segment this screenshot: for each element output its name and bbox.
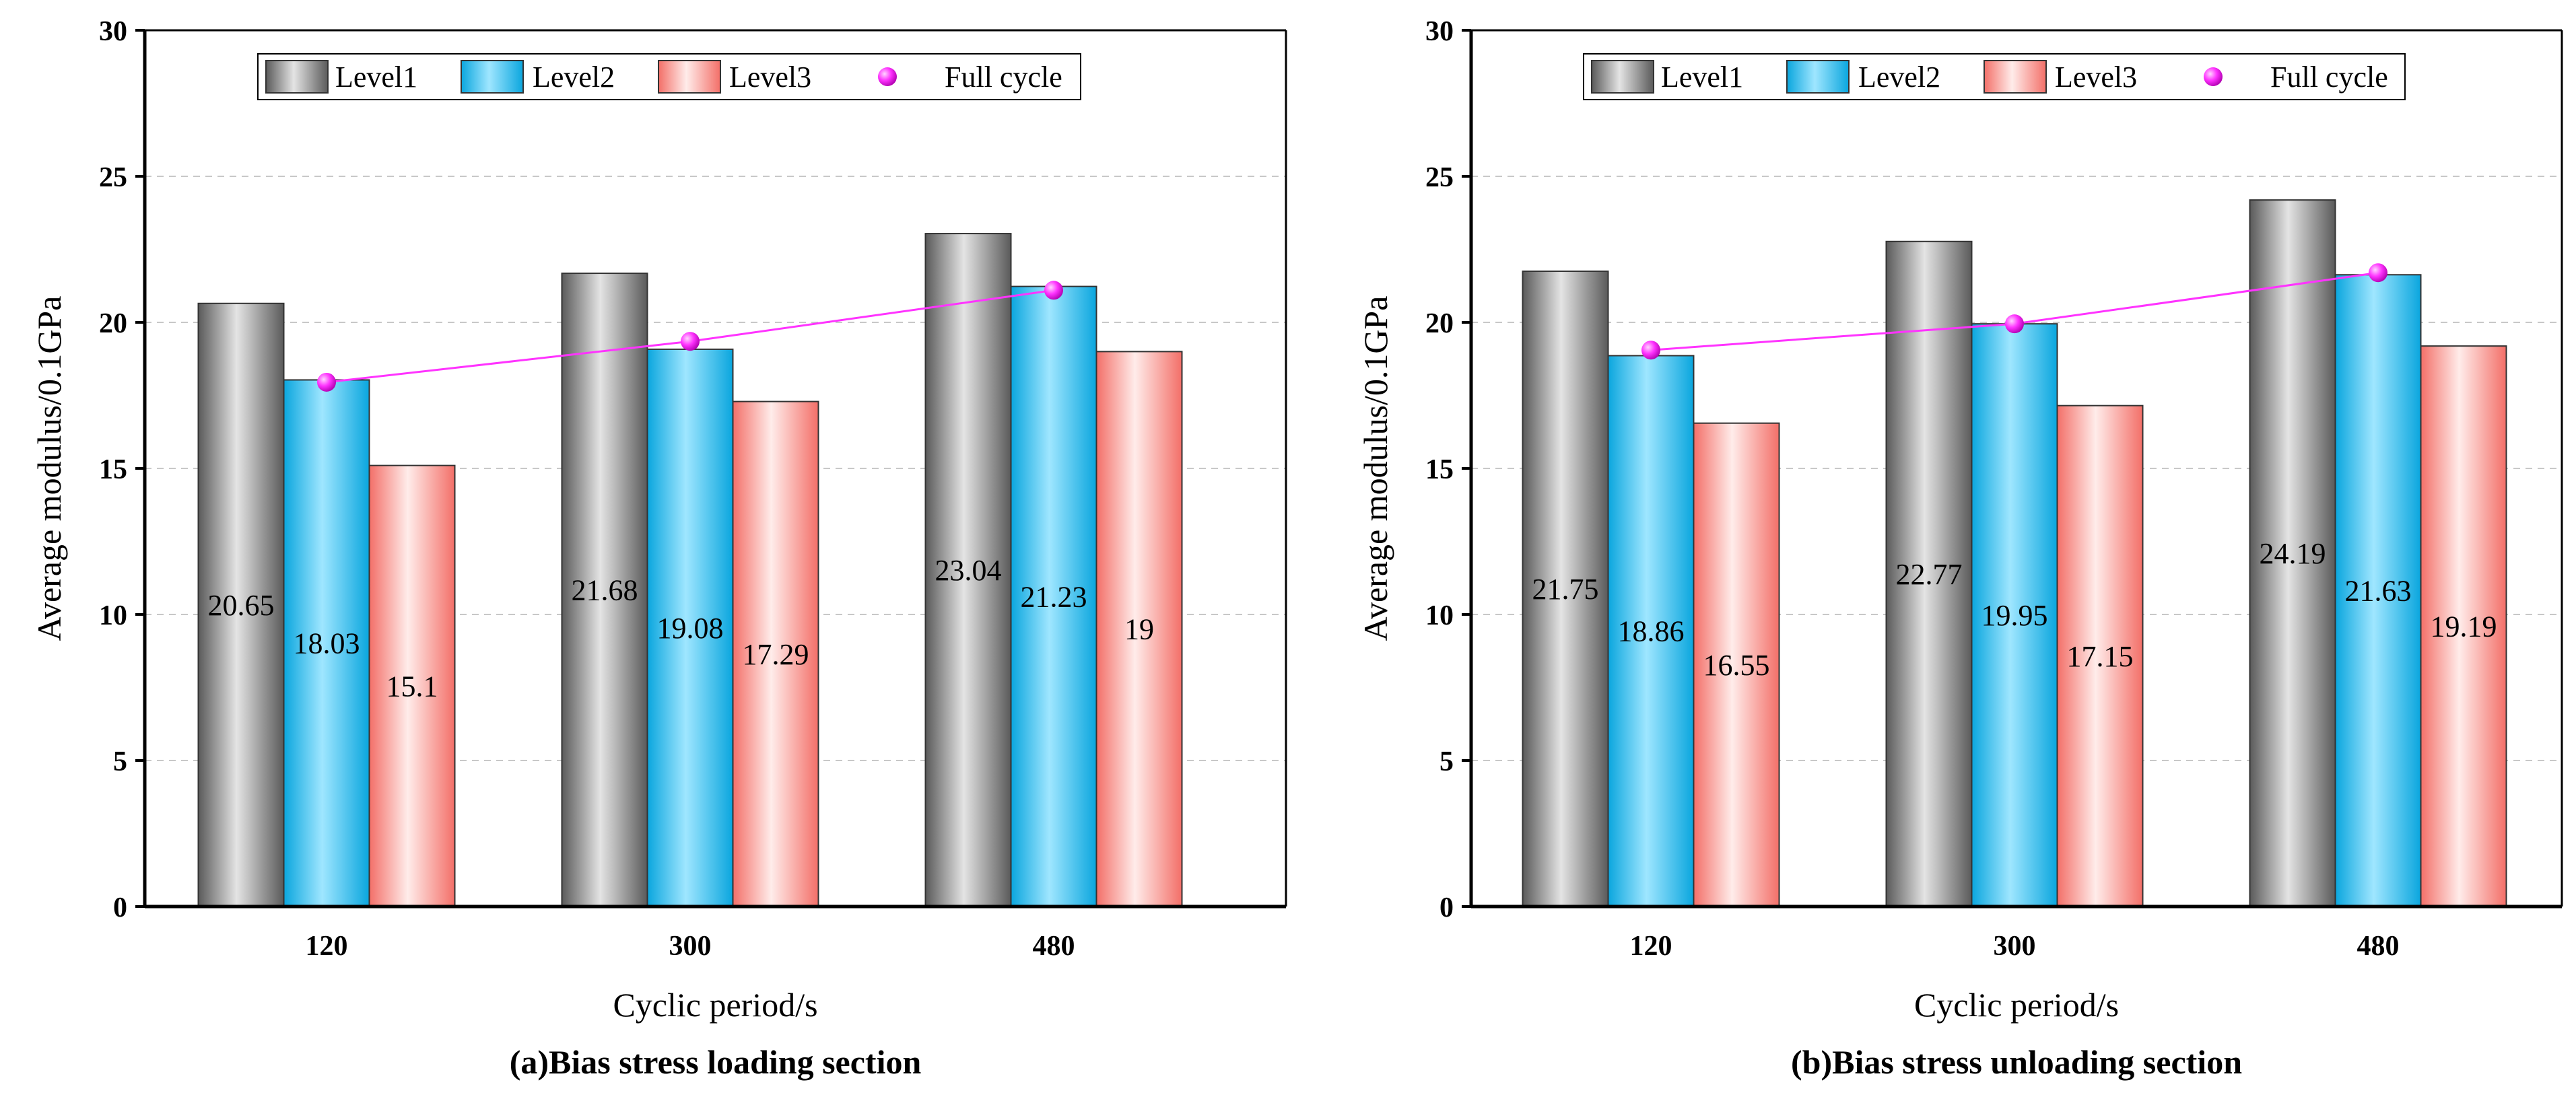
chart-panel-loading: 0 5 10 15 20 25 30 20.65 21.68 23.04 18.03 19.08 21.… (30, 16, 1287, 1081)
y-axis-label: Average modulus/0.1GPa (30, 296, 68, 641)
y-tick-label: 20 (99, 308, 127, 339)
legend-swatch-full-cycle (2204, 67, 2223, 86)
y-tick-label: 5 (113, 746, 127, 777)
legend-label: Level1 (1661, 61, 1743, 94)
legend-label: Full cycle (945, 61, 1062, 94)
legend-label: Level3 (729, 61, 811, 94)
bar-level2 (2334, 274, 2422, 907)
bar-level3 (2056, 404, 2144, 907)
legend-label: Full cycle (2270, 61, 2388, 94)
y-tick-label: 25 (99, 162, 127, 193)
y-axis-label: Average modulus/0.1GPa (1357, 296, 1394, 641)
legend-swatch-level3 (658, 60, 721, 94)
bar-value-label: 18.86 (1618, 615, 1685, 648)
bar-value-label: 23.04 (935, 554, 1002, 587)
x-tick-label: 480 (1033, 931, 1075, 962)
legend-label: Level3 (2055, 61, 2137, 94)
bar-level1 (1522, 271, 1609, 907)
bar-value-label: 19 (1124, 613, 1154, 646)
x-tick-label: 480 (2357, 931, 2400, 962)
legend-label: Level2 (533, 61, 615, 94)
legend-label: Level2 (1858, 61, 1940, 94)
bar-value-label: 16.55 (1703, 649, 1770, 682)
full-cycle-point (1641, 341, 1660, 360)
y-tick-label: 15 (1425, 454, 1454, 485)
legend: Level1 Level2 Level3 Full cycle (1583, 53, 2406, 100)
bar-level1 (924, 233, 1012, 907)
bar-value-label: 24.19 (2260, 537, 2326, 570)
y-tick-label: 20 (1425, 308, 1454, 339)
x-tick-label: 300 (1994, 931, 2036, 962)
full-cycle-point (317, 372, 336, 392)
bar-value-label: 18.03 (294, 627, 360, 660)
x-axis-label: Cyclic period/s (1914, 986, 2119, 1024)
bar-value-label: 19.19 (2431, 610, 2497, 643)
full-cycle-point (681, 332, 700, 351)
y-tick-label: 10 (1425, 600, 1454, 631)
chart-title: (a)Bias stress loading section (510, 1043, 922, 1081)
bar-value-label: 21.68 (572, 574, 638, 607)
bar-value-label: 20.65 (208, 589, 275, 622)
y-tick-label: 0 (113, 892, 127, 923)
bar-value-label: 19.95 (1981, 599, 2048, 632)
x-axis-label: Cyclic period/s (613, 986, 817, 1024)
bar-value-label: 21.75 (1532, 573, 1599, 606)
full-cycle-point (2005, 314, 2024, 334)
bar-value-label: 22.77 (1896, 558, 1963, 591)
y-tick-label: 5 (1439, 746, 1454, 777)
x-tick-label: 300 (669, 931, 712, 962)
bar-level2 (283, 379, 370, 907)
x-tick-label: 120 (306, 931, 348, 962)
bar-level2 (1971, 323, 2058, 908)
x-tick-label: 120 (1630, 931, 1672, 962)
legend: Level1 Level2 Level3 Full cycle (257, 53, 1081, 100)
legend-swatch-level1 (265, 60, 329, 94)
bar-level2 (646, 348, 734, 907)
bar-value-label: 19.08 (657, 612, 724, 645)
full-cycle-point (2369, 263, 2387, 283)
y-tick-label: 30 (99, 16, 127, 47)
full-cycle-point (1044, 281, 1063, 300)
bar-level3 (1095, 351, 1183, 907)
bar-level1 (1885, 240, 1973, 908)
legend-swatch-level2 (461, 60, 524, 94)
y-tick-label: 10 (99, 600, 127, 631)
bar-level3 (368, 464, 456, 907)
bar-level1 (561, 273, 648, 907)
bar-value-label: 21.63 (2345, 575, 2412, 608)
y-tick-label: 0 (1439, 892, 1454, 923)
bar-value-label: 17.15 (2067, 640, 2134, 673)
chart-panel-unloading: 0 5 10 15 20 25 30 21.75 22.77 24.19 18.86 19.95 21.… (1357, 16, 2563, 1081)
bar-level3 (1693, 422, 1780, 907)
bar-value-label: 17.29 (743, 638, 809, 671)
bar-level2 (1010, 285, 1097, 908)
legend-swatch-level3 (1984, 60, 2047, 94)
y-tick-label: 30 (1425, 16, 1454, 47)
legend-swatch-level1 (1591, 60, 1654, 94)
legend-label: Level1 (335, 61, 417, 94)
chart-title: (b)Bias stress unloading section (1791, 1043, 2242, 1081)
y-tick-label: 15 (99, 454, 127, 485)
bar-value-label: 21.23 (1021, 580, 1087, 613)
bar-value-label: 15.1 (386, 670, 438, 703)
legend-swatch-level2 (1786, 60, 1850, 94)
y-tick-label: 25 (1425, 162, 1454, 193)
legend-swatch-full-cycle (878, 67, 897, 86)
